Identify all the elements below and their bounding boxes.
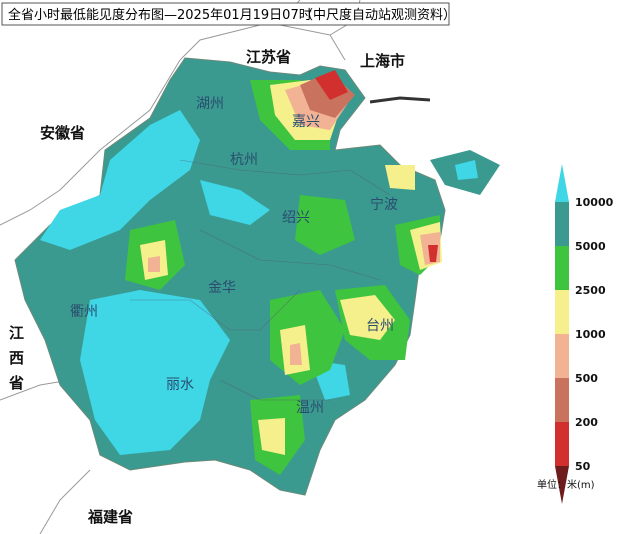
legend-swatch — [555, 334, 569, 378]
visibility-field — [14, 57, 500, 496]
place-label: 江西省 — [7, 324, 25, 400]
legend-swatch — [555, 422, 569, 466]
city-label: 湖州 — [196, 96, 224, 112]
city-label: 嘉兴 — [292, 114, 320, 130]
legend-swatch — [555, 246, 569, 290]
legend-label: 5000 — [575, 240, 606, 253]
city-label: 绍兴 — [282, 210, 310, 226]
legend-label: 10000 — [575, 196, 614, 209]
city-label: 衢州 — [70, 303, 98, 320]
city-label: 丽水 — [166, 377, 194, 393]
legend-swatch — [555, 378, 569, 422]
legend-swatch — [555, 164, 569, 202]
city-label: 杭州 — [230, 152, 258, 168]
title: 全省小时最低能见度分布图—2025年01月19日07时 — [8, 7, 312, 23]
city-borders — [130, 159, 391, 401]
legend-unit: 单位：米(m) — [537, 478, 595, 491]
legend-label: 50 — [575, 460, 591, 473]
city-label: 金华 — [208, 280, 236, 296]
legend-label: 1000 — [575, 328, 606, 341]
place-label: 上海市 — [360, 52, 405, 70]
legend-swatch — [555, 202, 569, 246]
title-box: 全省小时最低能见度分布图—2025年01月19日07时 （中尺度自动站观测资料） — [1, 2, 456, 26]
city-label: 宁波 — [370, 196, 398, 213]
place-label: 福建省 — [87, 508, 133, 526]
city-label: 温州 — [296, 400, 324, 416]
legend-label: 2500 — [575, 284, 606, 297]
legend-label: 200 — [575, 416, 598, 429]
source: （中尺度自动站观测资料） — [300, 7, 456, 23]
place-label: 安徽省 — [40, 124, 85, 142]
legend-swatch — [555, 466, 569, 504]
legend-swatch — [555, 290, 569, 334]
legend-label: 500 — [575, 372, 598, 385]
title-frame — [1, 2, 450, 26]
legend: 10000 5000 2500 1000 500 200 50 单位：米(m) — [537, 164, 614, 504]
place-label: 江苏省 — [246, 48, 291, 66]
river-mouth — [369, 96, 431, 104]
city-label: 台州 — [366, 318, 394, 334]
